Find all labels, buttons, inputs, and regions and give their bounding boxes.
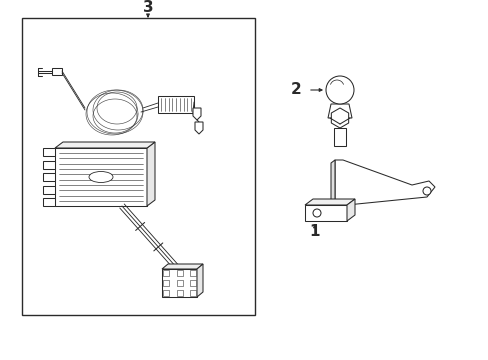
Bar <box>176 290 182 296</box>
Polygon shape <box>193 108 201 120</box>
Text: 1: 1 <box>309 225 320 239</box>
Bar <box>52 68 62 75</box>
Polygon shape <box>55 142 155 148</box>
Polygon shape <box>43 198 55 206</box>
Bar <box>176 270 182 276</box>
Polygon shape <box>334 160 434 205</box>
Circle shape <box>422 187 430 195</box>
Polygon shape <box>305 199 354 205</box>
Polygon shape <box>43 185 55 194</box>
Polygon shape <box>331 108 348 128</box>
Text: 3: 3 <box>142 0 153 15</box>
Polygon shape <box>147 142 155 206</box>
Circle shape <box>325 76 353 104</box>
Bar <box>163 270 169 276</box>
Bar <box>22 18 254 315</box>
Polygon shape <box>305 205 346 221</box>
Polygon shape <box>43 173 55 181</box>
Bar <box>190 290 196 296</box>
Polygon shape <box>195 122 203 134</box>
Text: 2: 2 <box>290 82 301 98</box>
Polygon shape <box>333 128 346 146</box>
Polygon shape <box>346 199 354 221</box>
Bar <box>163 280 169 286</box>
Bar <box>163 290 169 296</box>
Circle shape <box>312 209 320 217</box>
Polygon shape <box>162 269 197 297</box>
Ellipse shape <box>89 171 113 183</box>
Bar <box>158 96 194 113</box>
Polygon shape <box>55 148 147 206</box>
Polygon shape <box>43 148 55 156</box>
Bar <box>190 270 196 276</box>
Bar <box>190 280 196 286</box>
Polygon shape <box>330 160 334 207</box>
Bar <box>176 280 182 286</box>
Polygon shape <box>327 104 351 118</box>
Polygon shape <box>197 264 203 297</box>
Polygon shape <box>43 161 55 168</box>
Polygon shape <box>162 264 203 269</box>
